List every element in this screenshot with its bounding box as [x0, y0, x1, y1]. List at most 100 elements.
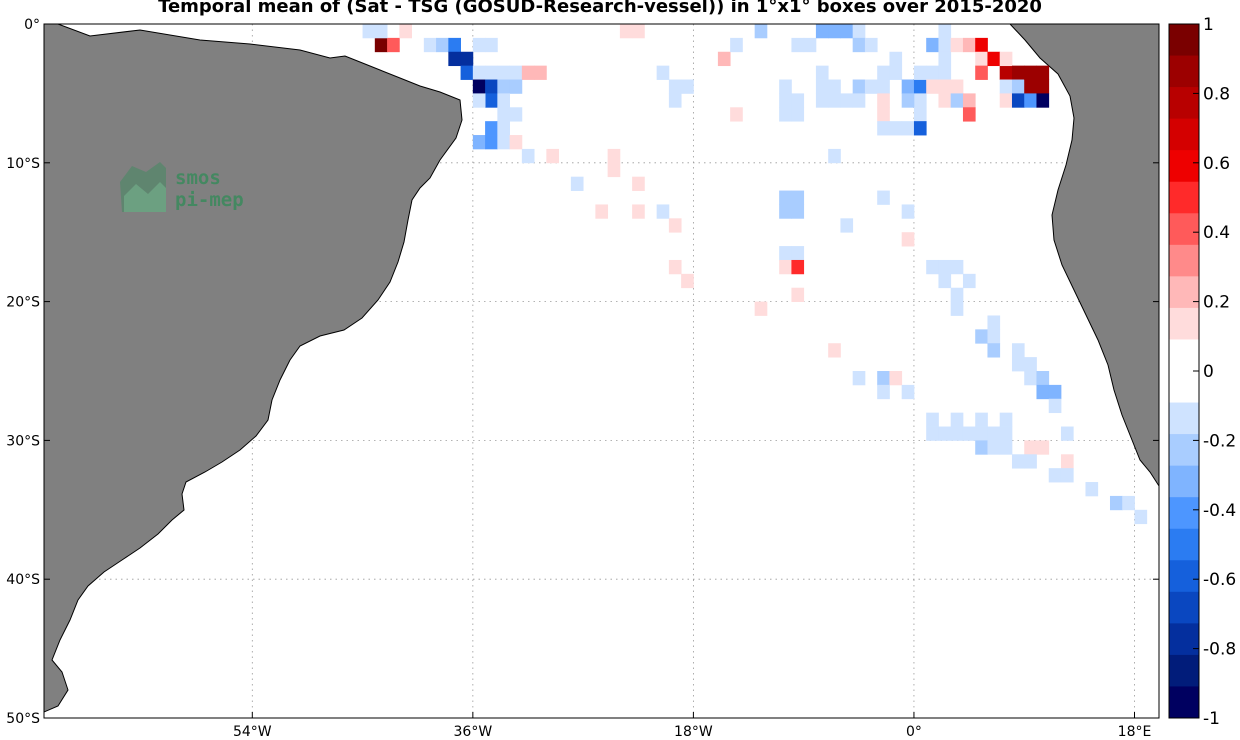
anomaly-cell: [987, 426, 1001, 441]
anomaly-cell: [999, 51, 1013, 67]
plot-frame: [43, 23, 1160, 719]
anomaly-cell: [852, 371, 866, 386]
anomaly-cell: [1122, 495, 1135, 511]
anomaly-cell: [497, 65, 510, 80]
anomaly-cell: [730, 107, 743, 122]
anomaly-cell: [975, 440, 988, 455]
colorbar-swatch: [1169, 55, 1199, 88]
anomaly-cell: [509, 107, 523, 122]
anomaly-cell: [815, 79, 829, 94]
logo-wave-icon: [124, 182, 166, 212]
colorbar-tick-label: -0.4: [1203, 501, 1236, 521]
anomaly-cell: [668, 259, 682, 275]
anomaly-cell: [901, 79, 915, 94]
anomaly-cell: [828, 93, 841, 108]
anomaly-cell: [999, 79, 1013, 94]
anomaly-cell: [1024, 357, 1037, 372]
anomaly-cell: [1024, 440, 1037, 455]
anomaly-cell: [975, 412, 988, 427]
anomaly-cell: [472, 135, 486, 150]
anomaly-cell: [509, 135, 523, 150]
anomaly-cell: [1060, 426, 1074, 441]
colorbar-swatch: [1169, 654, 1199, 687]
colorbar-tick-label: -0.8: [1203, 640, 1236, 660]
anomaly-cell: [877, 384, 890, 400]
anomaly-cell: [742, 24, 756, 25]
anomaly-cell: [926, 37, 939, 53]
anomaly-cell: [938, 93, 952, 108]
anomaly-cell: [901, 204, 915, 219]
africa-landmass: [1009, 24, 1159, 487]
anomaly-cell: [840, 93, 854, 108]
anomaly-cell: [668, 218, 682, 233]
anomaly-cell: [950, 79, 964, 94]
anomaly-cell: [877, 371, 890, 386]
anomaly-cell: [546, 148, 560, 164]
anomaly-cell: [632, 176, 645, 191]
anomaly-cell: [362, 24, 376, 39]
map-title: Temporal mean of (Sat - TSG (GOSUD-Resea…: [158, 0, 1042, 17]
anomaly-cell: [828, 79, 841, 94]
anomaly-cell: [399, 24, 412, 39]
anomaly-cell: [644, 24, 658, 25]
anomaly-cell: [913, 79, 927, 94]
colorbar-swatch: [1169, 591, 1199, 624]
anomaly-cell: [913, 107, 927, 122]
anomaly-cell: [815, 24, 829, 25]
anomaly-cell: [889, 121, 903, 136]
anomaly-cell: [950, 426, 964, 441]
anomaly-cell: [950, 301, 964, 316]
anomaly-cell: [497, 93, 510, 108]
anomaly-cell: [791, 107, 805, 122]
anomaly-cell: [485, 37, 498, 53]
anomaly-cell: [374, 24, 388, 39]
anomaly-cell: [668, 24, 682, 25]
lon-tick-label: 18°E: [1118, 724, 1152, 740]
anomaly-cell: [754, 301, 768, 316]
anomaly-cell: [938, 37, 952, 53]
anomaly-cell: [779, 190, 792, 205]
anomaly-cell: [668, 93, 682, 108]
anomaly-cell: [693, 24, 707, 25]
anomaly-cell: [472, 79, 486, 94]
anomaly-cell: [534, 65, 547, 80]
anomaly-cell: [668, 79, 682, 94]
anomaly-cell: [1048, 398, 1062, 414]
anomaly-cell: [717, 51, 731, 67]
anomaly-cell: [999, 93, 1013, 108]
anomaly-cell: [521, 65, 535, 80]
colorbar-tick-label: 0.2: [1203, 293, 1230, 313]
anomaly-cell: [938, 51, 952, 67]
anomaly-cell: [1036, 93, 1050, 108]
anomaly-cell: [962, 107, 976, 122]
axis-ticks: 0° 10°S 20°S 30°S 40°S 50°S 54°W 36°W 18°W 0° 18°E: [6, 17, 1159, 740]
anomaly-cell: [852, 37, 866, 53]
anomaly-cell: [509, 65, 523, 80]
anomaly-cell: [950, 37, 964, 53]
anomaly-cell: [448, 37, 461, 53]
anomaly-cell: [448, 51, 461, 67]
anomaly-cell: [1024, 371, 1037, 386]
colorbar-swatch: [1169, 24, 1199, 57]
anomaly-cell: [913, 65, 927, 80]
anomaly-cell: [607, 162, 621, 178]
logo-text-smos: smos: [175, 167, 221, 189]
colorbar-tick-label: 1: [1203, 15, 1214, 35]
anomaly-cell: [828, 148, 841, 164]
lat-tick-label: 0°: [24, 17, 40, 33]
anomaly-cell: [999, 426, 1013, 441]
anomaly-cell: [1134, 509, 1148, 525]
anomaly-cell: [999, 440, 1013, 455]
colorbar-tick-label: 0.6: [1203, 154, 1230, 174]
anomaly-cell: [987, 343, 1001, 358]
colorbar-swatch: [1169, 87, 1199, 120]
colorbar-swatch: [1169, 339, 1199, 372]
anomaly-cell: [852, 24, 866, 39]
lat-tick-label: 40°S: [6, 572, 40, 588]
colorbar-swatch: [1169, 150, 1199, 183]
anomaly-cell: [926, 259, 939, 275]
anomaly-cell: [1109, 495, 1123, 511]
anomaly-cell: [1024, 65, 1037, 80]
anomaly-cell: [938, 273, 952, 289]
anomaly-cell: [828, 24, 841, 39]
